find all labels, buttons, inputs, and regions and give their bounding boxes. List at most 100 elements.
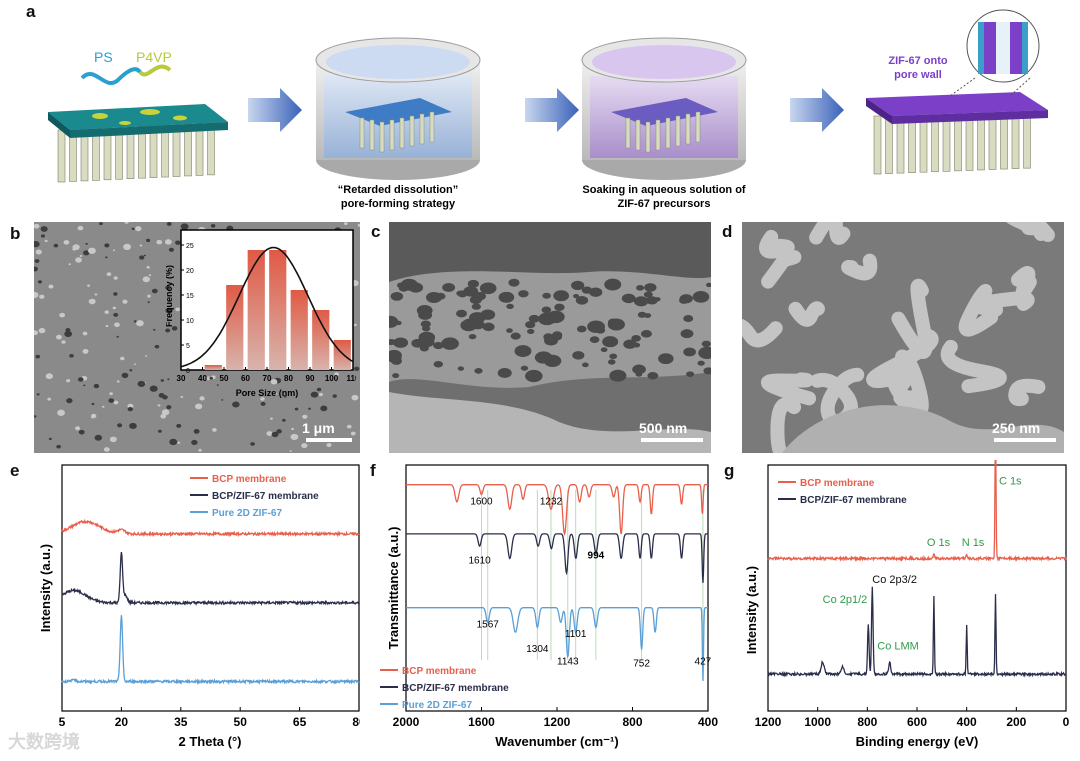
sem-pore <box>113 292 118 296</box>
sem-pore <box>308 407 311 410</box>
peak-label: 1600 <box>470 496 493 507</box>
sem-pore <box>318 392 324 397</box>
sem-pore <box>63 240 70 245</box>
histogram-bar <box>226 285 244 370</box>
sem-pore <box>357 223 360 227</box>
sem-pore <box>176 423 182 428</box>
peak-label: Co LMM <box>877 641 919 653</box>
sem-pore <box>692 291 710 303</box>
sem-pore <box>301 443 308 449</box>
tick-label: 30 <box>177 374 186 383</box>
sem-pore <box>573 293 580 299</box>
sem-pore <box>635 372 643 377</box>
sem-pore <box>34 266 38 272</box>
sem-pore <box>109 436 117 443</box>
sem-pore <box>116 335 119 338</box>
sem-pore <box>497 368 512 378</box>
legend-label: BCP membrane <box>212 474 287 485</box>
sem-pore <box>703 367 711 375</box>
sem-pore <box>146 238 151 243</box>
sem-pore <box>139 244 143 247</box>
sem-pore <box>633 342 641 348</box>
sem-pore <box>326 443 332 448</box>
tick-label: 200 <box>1006 715 1026 729</box>
step2-caption-line1: Soaking in aqueous solution of <box>582 184 746 196</box>
sem-fiber <box>958 283 999 337</box>
histogram-bar <box>247 250 265 370</box>
arrow-icon <box>525 88 579 132</box>
sem-pore <box>270 417 273 420</box>
sem-pore <box>169 438 178 446</box>
histogram-bar <box>290 290 308 370</box>
sem-pore <box>209 376 213 380</box>
sem-pore <box>77 377 84 382</box>
sem-texture-d <box>742 222 1064 453</box>
sem-pore <box>149 385 158 392</box>
sem-pore <box>289 450 292 452</box>
tick-label: 800 <box>622 715 642 729</box>
sem-pore <box>154 344 160 349</box>
sem-pore <box>474 367 483 374</box>
sem-fiber <box>809 222 851 245</box>
scale-label-c: 500 nm <box>639 420 688 436</box>
peak-label: 1232 <box>540 496 563 507</box>
xrd-xlabel: 2 Theta (°) <box>179 734 242 749</box>
sem-pore <box>508 278 520 287</box>
sem-pore <box>35 249 42 255</box>
sem-pore <box>104 243 110 248</box>
sem-pore <box>697 360 705 366</box>
sem-pore <box>85 242 88 245</box>
sem-pore <box>75 257 82 263</box>
sem-pore <box>121 372 129 379</box>
panel-label-b: b <box>10 224 21 243</box>
sem-texture-c <box>389 222 711 453</box>
sem-pore <box>435 292 446 300</box>
sem-pore <box>40 226 48 232</box>
tick-label: 40 <box>198 374 207 383</box>
sem-pore <box>122 299 128 304</box>
sem-pore <box>47 397 51 401</box>
sem-image-d: 250 nm <box>742 222 1064 453</box>
legend-label: BCP/ZIF-67 membrane <box>212 491 319 502</box>
tick-label: 0 <box>1063 715 1070 729</box>
panel-label-d: d <box>722 222 733 241</box>
sem-pore <box>271 431 279 438</box>
sem-pore <box>528 314 540 323</box>
sem-pore <box>643 291 653 298</box>
sem-fiber <box>892 364 925 405</box>
histogram-bar <box>333 340 351 370</box>
histogram-bar <box>312 310 330 370</box>
sem-pore <box>479 282 497 295</box>
sem-pore <box>113 400 119 405</box>
sem-pore <box>55 334 62 340</box>
sem-pore <box>260 397 265 401</box>
inset-xlabel: Pore Size (nm) <box>236 388 299 398</box>
sem-pore <box>216 384 219 386</box>
sem-pore <box>353 323 357 327</box>
sem-pore <box>589 287 603 297</box>
step1-caption-line1: “Retarded dissolution” <box>338 184 458 196</box>
sem-pore <box>59 312 66 318</box>
sem-pore <box>160 379 164 382</box>
sem-pore <box>114 322 120 328</box>
sem-pore <box>180 395 184 398</box>
sem-pore <box>602 336 619 348</box>
panel-label-g: g <box>724 461 735 480</box>
sem-pore <box>120 356 125 361</box>
sem-pore <box>393 337 409 348</box>
sem-pore <box>520 365 529 371</box>
sem-pore <box>191 439 198 445</box>
sem-pore <box>34 223 40 229</box>
sem-pore <box>35 354 41 359</box>
sem-pore <box>433 360 444 368</box>
histogram-bar <box>269 250 287 370</box>
sem-pore <box>654 297 661 302</box>
tick-label: 2000 <box>393 715 420 729</box>
sem-pore <box>633 296 649 307</box>
peak-label: 1567 <box>477 619 500 630</box>
sem-pore <box>165 285 171 290</box>
sem-pore <box>210 224 216 228</box>
sem-pore <box>148 274 152 277</box>
sem-pore <box>90 415 95 419</box>
sem-pore <box>175 307 181 312</box>
